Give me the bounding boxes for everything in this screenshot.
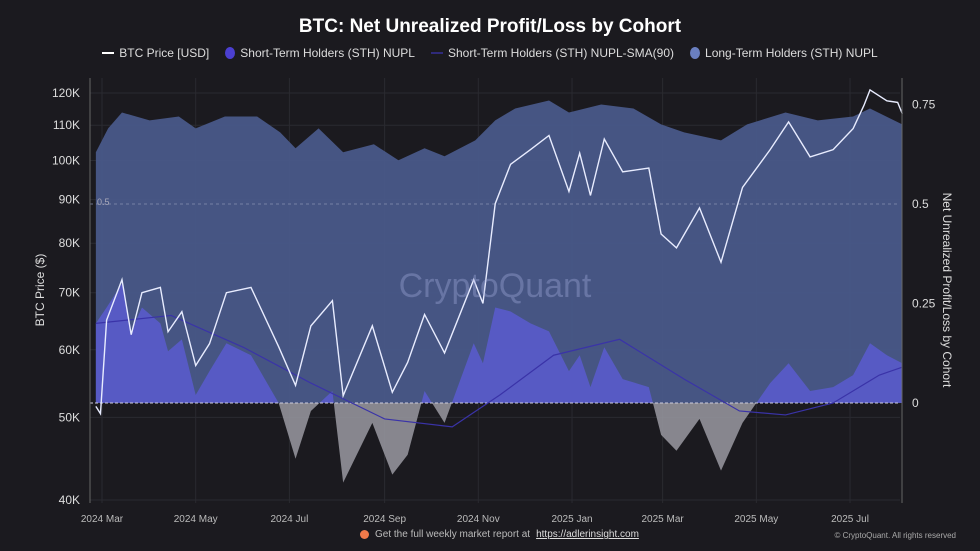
legend: BTC Price [USD] Short-Term Holders (STH)… bbox=[0, 46, 980, 60]
x-tick-label: 2024 Jul bbox=[270, 514, 308, 525]
lth-nupl-area bbox=[95, 100, 903, 404]
legend-item-lth-nupl[interactable]: Long-Term Holders (STH) NUPL bbox=[690, 46, 878, 60]
chart-title: BTC: Net Unrealized Profit/Loss by Cohor… bbox=[298, 16, 682, 37]
line-swatch-icon bbox=[102, 52, 115, 54]
footer-text: Get the full weekly market report at bbox=[375, 529, 531, 540]
y-left-tick-label: 50K bbox=[59, 410, 80, 424]
y-left-tick-label: 70K bbox=[59, 286, 80, 300]
y-left-tick-label: 40K bbox=[59, 493, 80, 507]
copyright: © CryptoQuant. All rights reserved bbox=[834, 531, 957, 540]
y-left-tick-label: 60K bbox=[59, 343, 80, 357]
x-tick-label: 2024 Mar bbox=[81, 514, 124, 525]
y-right-tick-label: 0.75 bbox=[912, 98, 936, 112]
watermark: CryptoQuant bbox=[399, 267, 592, 305]
x-tick-label: 2024 May bbox=[174, 514, 218, 525]
x-tick-label: 2025 Jan bbox=[551, 514, 592, 525]
annotation-label: 0.5 bbox=[97, 197, 110, 207]
legend-label: Short-Term Holders (STH) NUPL-SMA(90) bbox=[447, 46, 675, 60]
dot-swatch-icon bbox=[690, 47, 701, 59]
y-left-tick-label: 110K bbox=[53, 118, 80, 132]
y-axis-left-label: BTC Price ($) bbox=[33, 254, 47, 327]
legend-label: Short-Term Holders (STH) NUPL bbox=[240, 46, 415, 60]
report-link[interactable]: https://adlerinsight.com bbox=[536, 529, 639, 540]
sth-nupl-positive-area bbox=[95, 283, 903, 403]
legend-label: BTC Price [USD] bbox=[119, 46, 210, 60]
y-left-tick-label: 80K bbox=[59, 236, 80, 250]
x-tick-label: 2024 Sep bbox=[363, 514, 406, 525]
btc-price-line bbox=[95, 88, 903, 416]
y-right-tick-label: 0.25 bbox=[912, 297, 936, 311]
y-left-tick-label: 120K bbox=[52, 86, 80, 100]
report-dot-icon bbox=[360, 530, 369, 539]
legend-item-btc-price[interactable]: BTC Price [USD] bbox=[102, 46, 209, 60]
sth-sma-line bbox=[95, 314, 903, 428]
y-left-tick-label: 90K bbox=[59, 193, 80, 207]
dot-swatch-icon bbox=[225, 47, 236, 59]
legend-label: Long-Term Holders (STH) NUPL bbox=[705, 46, 878, 60]
legend-item-sth-sma[interactable]: Short-Term Holders (STH) NUPL-SMA(90) bbox=[430, 46, 675, 60]
y-left-tick-label: 100K bbox=[52, 154, 80, 168]
sth-nupl-negative-area bbox=[95, 403, 903, 483]
y-right-tick-label: 0 bbox=[912, 396, 919, 410]
footer: Get the full weekly market report at htt… bbox=[360, 529, 639, 540]
x-tick-label: 2025 Jul bbox=[831, 514, 869, 525]
x-tick-label: 2024 Nov bbox=[457, 514, 500, 525]
line-swatch-icon bbox=[430, 52, 443, 54]
x-tick-label: 2025 Mar bbox=[642, 514, 685, 525]
legend-item-sth-nupl[interactable]: Short-Term Holders (STH) NUPL bbox=[225, 46, 415, 60]
x-tick-label: 2025 May bbox=[734, 514, 778, 525]
y-right-tick-label: 0.5 bbox=[912, 197, 929, 211]
y-axis-right-label: Net Unrealized Profit/Loss by Cohort bbox=[940, 193, 954, 388]
